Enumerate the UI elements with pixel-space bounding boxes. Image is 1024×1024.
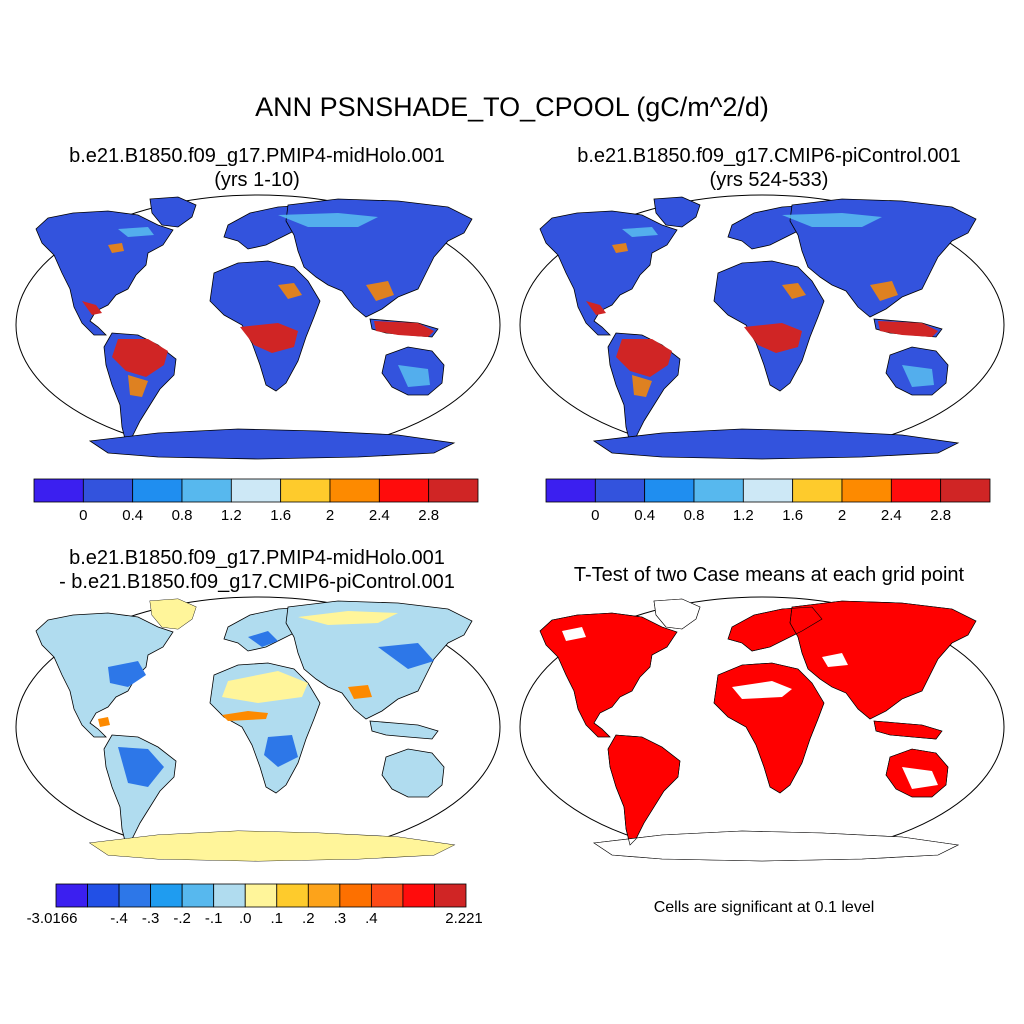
panel-title-line2: (yrs 1-10) [214, 169, 300, 191]
tropical-rainforest-layer [586, 301, 938, 377]
colorbar-tick-label: 2 [837, 507, 847, 524]
light-blue-layer [622, 213, 934, 387]
figure-title: ANN PSNSHADE_TO_CPOOL (gC/m^2/d) [255, 92, 769, 122]
colorbar-tick-label: .4 [365, 910, 378, 927]
panel-title-top-left: b.e21.B1850.f09_g17.PMIP4-midHolo.001 (y… [22, 144, 492, 192]
colorbar-tick-label: 0 [591, 507, 600, 524]
colorbar-tick-label: -.3 [141, 910, 160, 927]
panel-title-bottom-left: b.e21.B1850.f09_g17.PMIP4-midHolo.001 - … [22, 546, 492, 594]
light-blue-layer [118, 213, 430, 387]
colorbar-tick-label: .0 [238, 910, 252, 927]
colorbar-tick-label: -3.0166 [26, 910, 78, 927]
colorbar-tick-label: 0.8 [683, 507, 705, 524]
warm-transition-layer [612, 243, 898, 397]
neutral-yellow-layer [90, 599, 454, 861]
non-significant-layer [562, 599, 958, 861]
colorbar-tick-label: 1.6 [782, 507, 804, 524]
colorbar-tick-label: 1.6 [270, 507, 292, 524]
colorbar-tick-label: 0.4 [122, 507, 144, 524]
colorbar-tick-label: 1.2 [732, 507, 754, 524]
colorbar-tick-label: 0 [79, 507, 88, 524]
colorbar-tick-label: -.1 [204, 910, 223, 927]
panel-title-line2: - b.e21.B1850.f09_g17.CMIP6-piControl.00… [59, 571, 455, 593]
panel-title-line1: b.e21.B1850.f09_g17.PMIP4-midHolo.001 [69, 547, 445, 569]
panel-title-line1: b.e21.B1850.f09_g17.CMIP6-piControl.001 [577, 145, 961, 167]
panel-title-line1: b.e21.B1850.f09_g17.PMIP4-midHolo.001 [69, 145, 445, 167]
colorbar-tick-label: 1.2 [220, 507, 242, 524]
map-panel-bottom-right [519, 596, 1005, 862]
warm-transition-layer [108, 243, 394, 397]
map-panel-top-left [15, 194, 501, 460]
panel-title-top-right: b.e21.B1850.f09_g17.CMIP6-piControl.001 … [534, 144, 1004, 192]
significance-note: Cells are significant at 0.1 level [653, 899, 875, 916]
colorbar-tick-label: 0.8 [171, 507, 193, 524]
map-panel-bottom-left [15, 596, 501, 862]
colorbar-tick-label: 2.221 [445, 910, 483, 927]
map-panel-top-right [519, 194, 1005, 460]
colorbar-tick-label: -.2 [173, 910, 191, 927]
colorbar-tick-label: 2.8 [418, 507, 440, 524]
tropical-rainforest-layer [82, 301, 434, 377]
colorbar-tick-label: 2.8 [930, 507, 952, 524]
colorbar-tick-label: 2.4 [880, 507, 902, 524]
colorbar-tick-label: .2 [302, 910, 315, 927]
colorbar-tick-label: 2.4 [368, 507, 390, 524]
panel-title-bottom-right: T-Test of two Case means at each grid po… [573, 564, 965, 586]
panel-title-line2: (yrs 524-533) [709, 169, 829, 191]
negative-blue-layer [108, 631, 434, 787]
colorbar-tick-label: .3 [333, 910, 347, 927]
positive-warm-layer [98, 685, 372, 727]
colorbar-tick-label: .1 [270, 910, 284, 927]
colorbar-tick-label: -.4 [110, 910, 128, 927]
colorbar-tick-label: 2 [325, 507, 335, 524]
colorbar-tick-label: 0.4 [634, 507, 656, 524]
